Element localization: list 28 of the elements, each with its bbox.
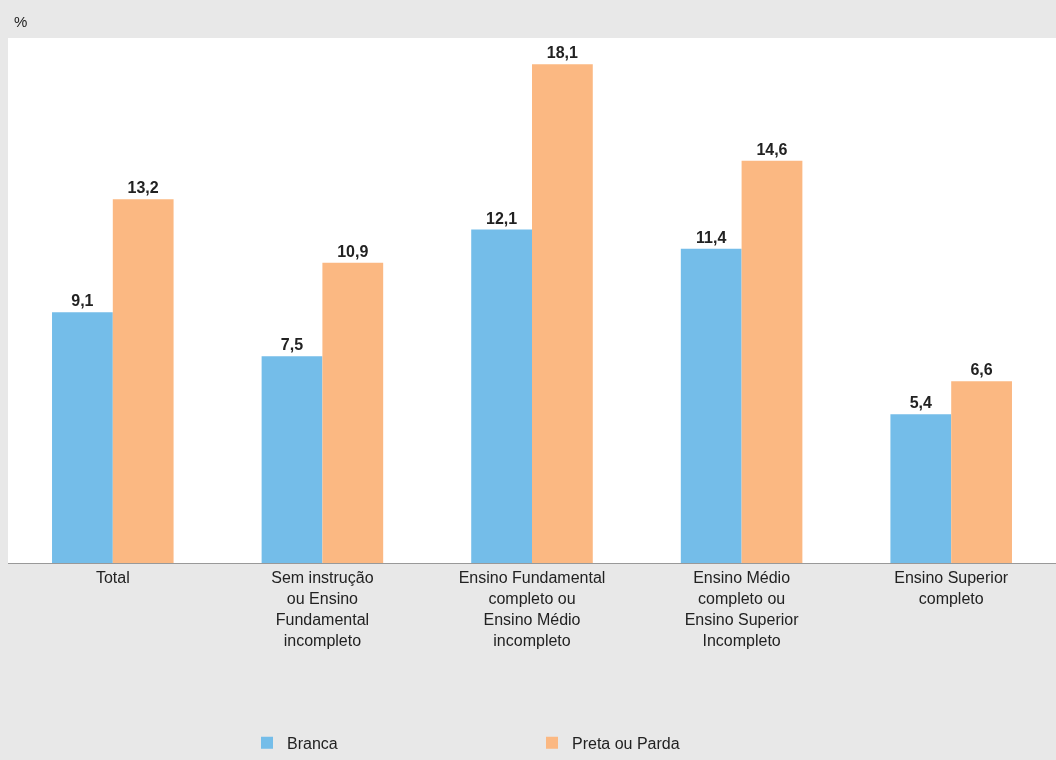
data-label: 10,9 <box>337 242 369 260</box>
data-label: 11,4 <box>696 228 727 246</box>
bar <box>532 64 593 563</box>
bar <box>890 414 952 563</box>
x-tick-label: Ensino Fundamental completo ou Ensino Médio incompleto <box>458 569 606 649</box>
bar <box>741 160 803 563</box>
x-tick-label: Ensino Superior completo <box>894 569 1009 607</box>
data-label: 5,4 <box>909 394 932 412</box>
data-label: 13,2 <box>127 179 159 197</box>
x-tick-label: Total <box>95 569 130 587</box>
bar <box>680 248 742 563</box>
x-tick-label: Sem instrução ou Ensino Fundamental incompleto <box>271 569 374 649</box>
legend-label: Preta ou Parda <box>572 734 680 752</box>
x-tick-label: Ensino Médio completo ou Ensino Superior Incompleto <box>684 569 800 649</box>
data-label: 12,1 <box>485 209 518 227</box>
y-axis-title: % <box>14 13 28 30</box>
bar <box>322 262 384 563</box>
data-label: 18,1 <box>546 44 579 62</box>
bar <box>52 312 113 563</box>
bar <box>471 229 532 563</box>
data-label: 6,6 <box>970 361 993 379</box>
bar <box>112 199 174 563</box>
data-label: 9,1 <box>71 292 94 310</box>
bar <box>261 356 323 563</box>
data-label: 7,5 <box>280 336 304 354</box>
bar <box>951 381 1012 563</box>
data-label: 14,6 <box>756 140 788 158</box>
legend-label: Branca <box>287 734 338 752</box>
